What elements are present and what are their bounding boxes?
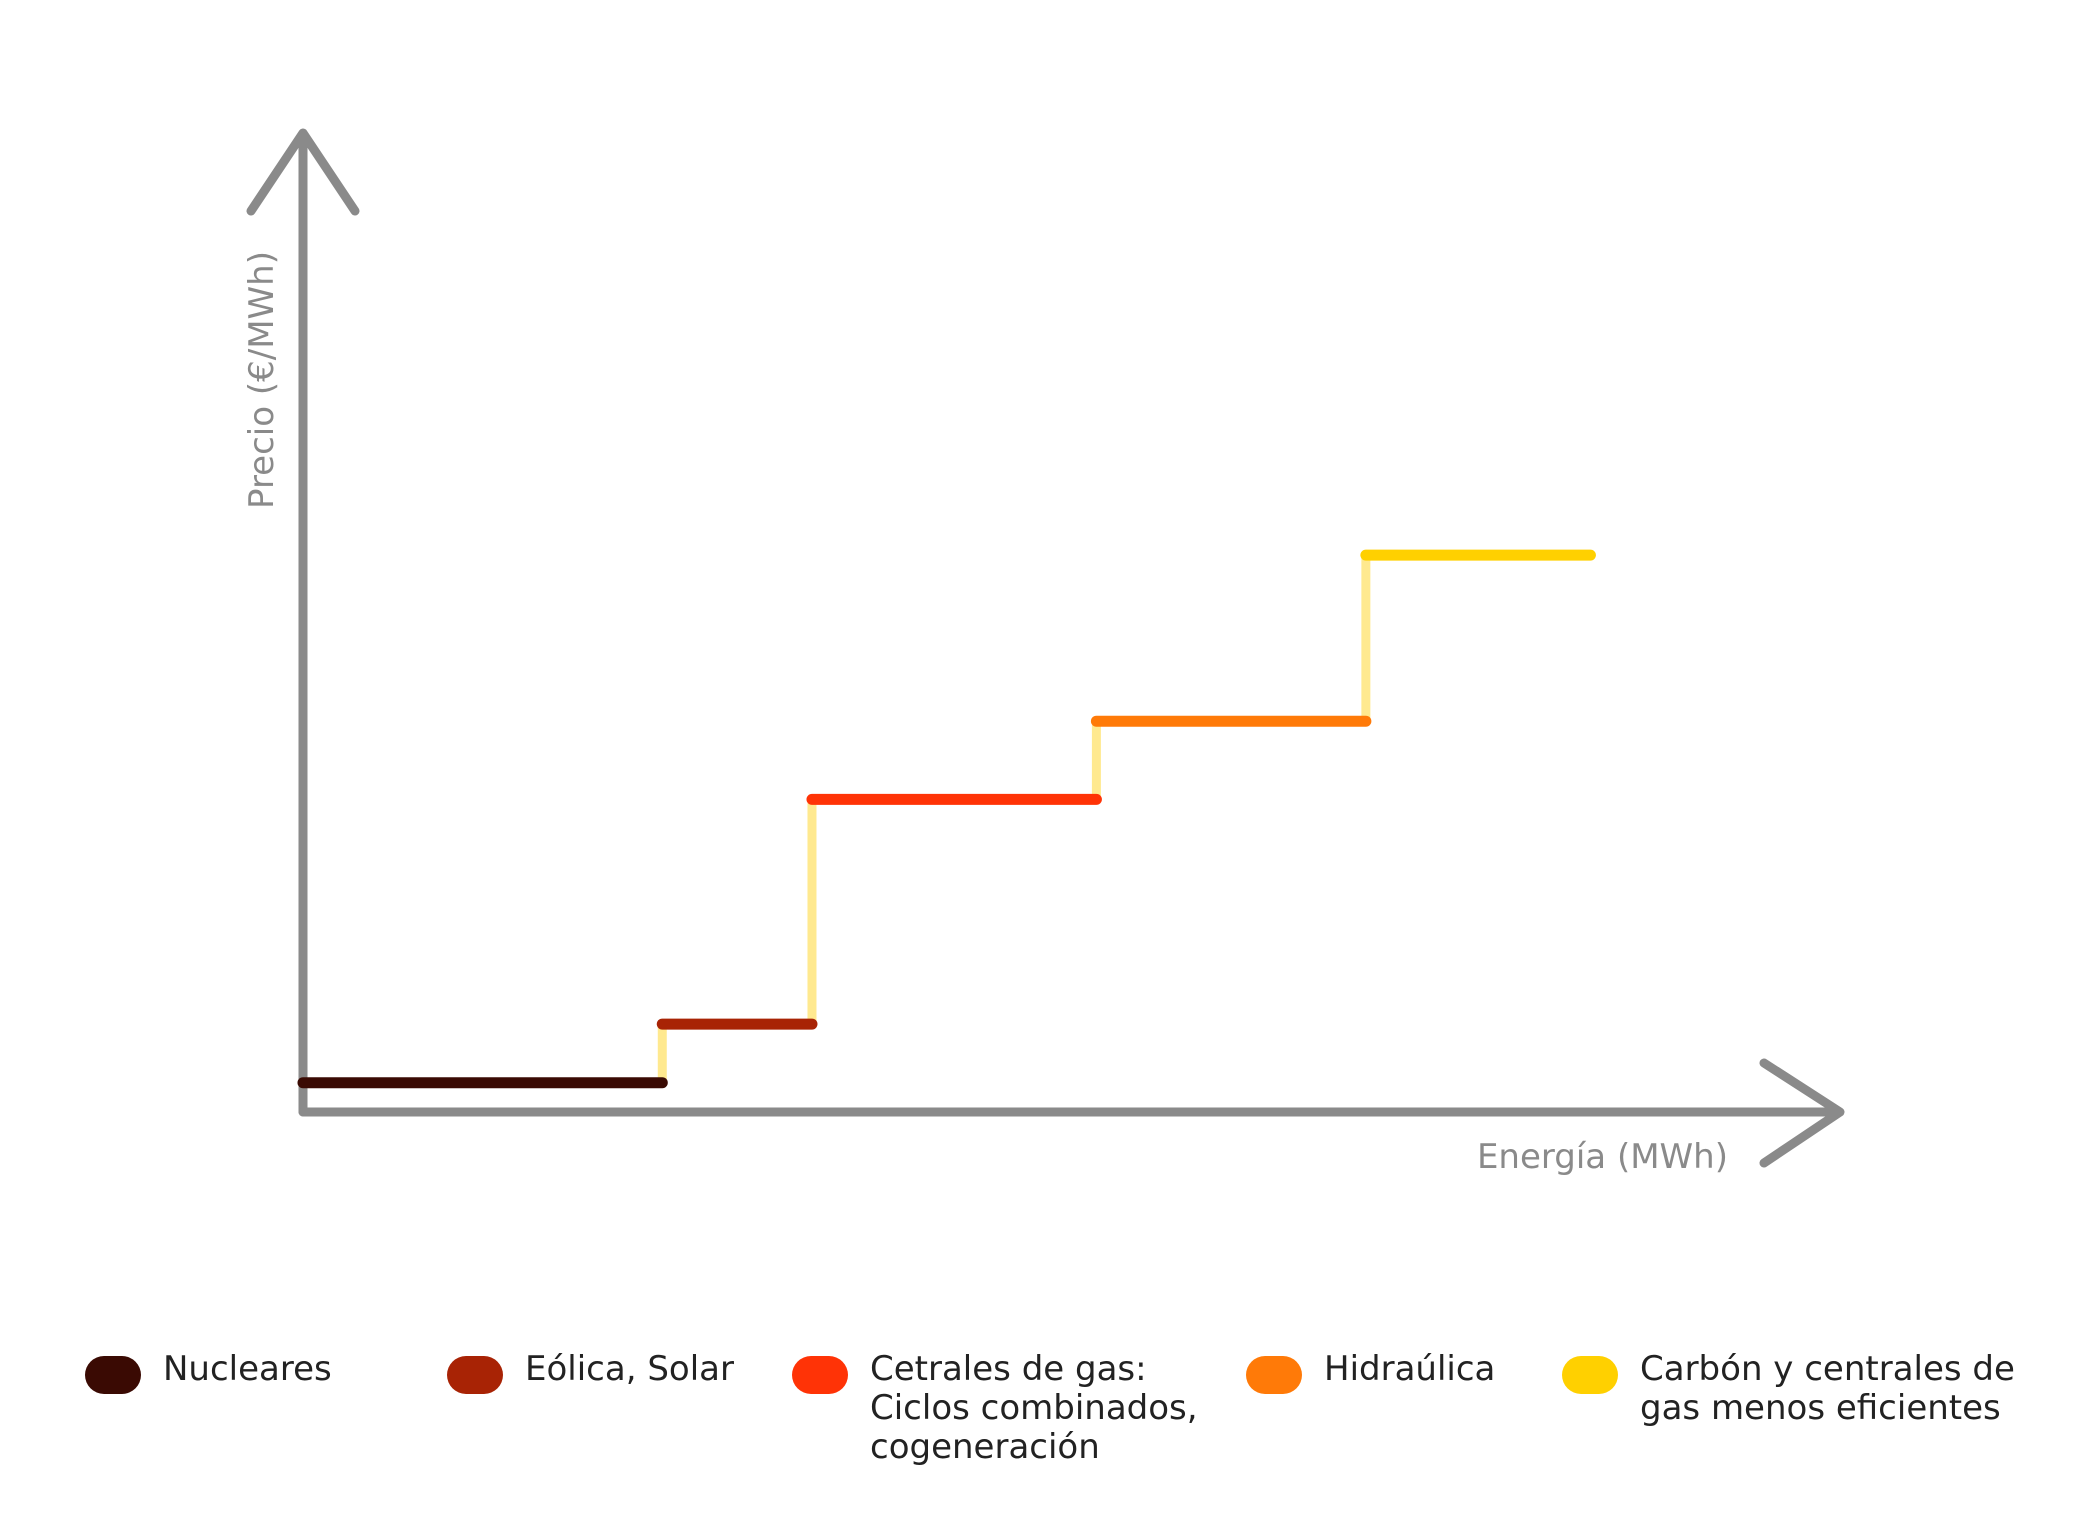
- legend-label: Nucleares: [163, 1349, 332, 1389]
- legend-swatch: [1562, 1356, 1618, 1394]
- y-axis-arrowhead: [246, 128, 360, 216]
- step-segments: [297, 549, 1596, 1089]
- legend-swatch: [1246, 1356, 1302, 1394]
- legend-swatch: [447, 1356, 503, 1394]
- legend-label: Cetrales de gas: Ciclos combinados, coge…: [870, 1349, 1198, 1467]
- legend-label: Hidraúlica: [1324, 1349, 1496, 1389]
- y-axis-label: Precio (€/MWh): [242, 251, 282, 509]
- chart-plot-area: Precio (€/MWh) Energía (MWh): [242, 128, 1845, 1177]
- x-axis-label: Energía (MWh): [1477, 1137, 1728, 1177]
- legend-swatch: [792, 1356, 848, 1394]
- legend-item: Carbón y centrales de gas menos eficient…: [1562, 1350, 2015, 1428]
- legend-label: Eólica, Solar: [525, 1349, 734, 1389]
- legend: Nucleares Eólica, Solar Cetrales de gas: C…: [0, 1350, 2084, 1529]
- x-axis-arrowhead: [1759, 1058, 1845, 1168]
- legend-item: Cetrales de gas: Ciclos combinados, coge…: [792, 1350, 1198, 1467]
- axes: [246, 128, 1845, 1168]
- legend-label: Carbón y centrales de gas menos eficient…: [1640, 1349, 2015, 1428]
- legend-swatch: [85, 1356, 141, 1394]
- step-connectors: [657, 550, 1371, 1088]
- legend-item: Eólica, Solar: [447, 1350, 734, 1394]
- legend-item: Hidraúlica: [1246, 1350, 1495, 1394]
- legend-item: Nucleares: [85, 1350, 332, 1394]
